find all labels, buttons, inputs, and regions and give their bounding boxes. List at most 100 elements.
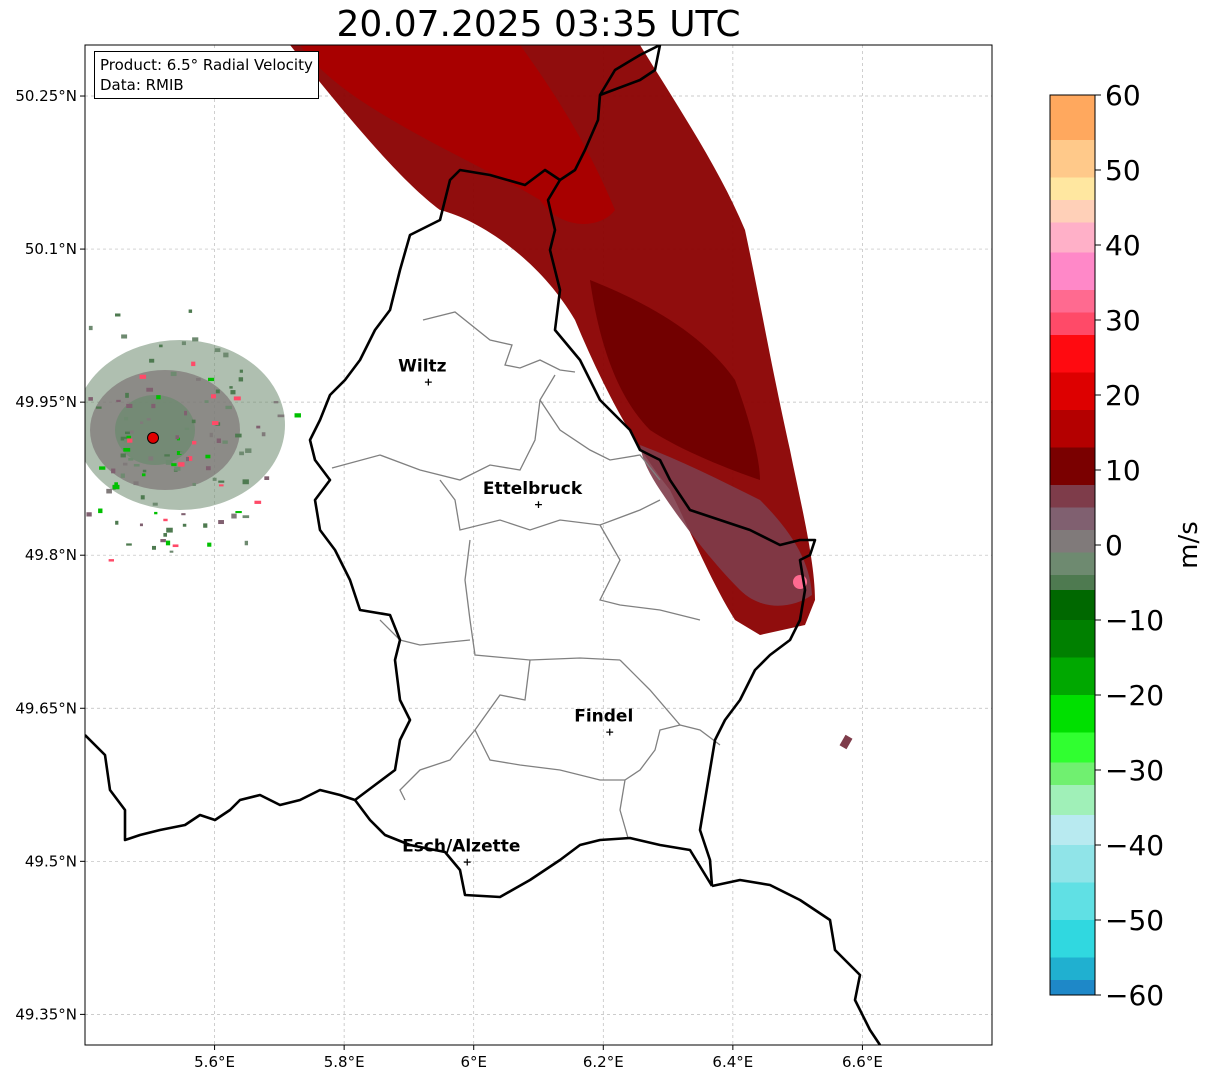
clutter-speck (98, 508, 103, 514)
colorbar-band-7 (1050, 312, 1095, 336)
colorbar-band-24 (1050, 815, 1095, 846)
canton-border-diekirch (439, 479, 661, 531)
clutter-speck (172, 544, 179, 548)
canton-border-redange (379, 619, 471, 646)
clutter-speck (223, 352, 229, 358)
product-label: Product: 6.5° Radial Velocity (100, 56, 313, 74)
city-name: Wiltz (398, 357, 447, 377)
x-tick-label-1: 5.8°E (324, 1053, 365, 1071)
product-info-box: Product: 6.5° Radial Velocity Data: RMIB (94, 51, 319, 99)
colorbar-band-8 (1050, 335, 1095, 373)
clutter-speck (60, 389, 65, 391)
clutter-speck (184, 427, 190, 430)
clutter-speck (140, 495, 145, 500)
clutter-speck (209, 432, 213, 438)
colorbar-tick-label-6: 0 (1105, 529, 1123, 562)
canton-borders (331, 311, 721, 839)
clutter-speck (239, 451, 244, 456)
colorbar-band-19 (1050, 657, 1095, 696)
clutter-speck (229, 386, 233, 389)
city-name: Ettelbruck (483, 479, 583, 499)
clutter-speck (111, 468, 116, 474)
clutter-speck (256, 425, 261, 429)
clutter-speck (133, 481, 139, 486)
latitude-axis: 50.25°N 50.1°N 49.95°N 49.8°N 49.65°N 49.5°N 4… (15, 87, 85, 1023)
clutter-speck (146, 387, 154, 392)
clutter-speck (160, 539, 166, 543)
clutter-speck (124, 416, 129, 421)
clutter-speck (142, 469, 147, 473)
y-tick-label-0: 50.25°N (15, 87, 77, 105)
colorbar-band-13 (1050, 507, 1095, 531)
y-tick-label-4: 49.65°N (15, 699, 77, 717)
clutter-speck (114, 482, 118, 488)
clutter-speck (139, 374, 147, 379)
canton-border-mersch (464, 539, 621, 661)
colorbar-tick-label-7: −10 (1105, 604, 1164, 637)
clutter-speck (108, 559, 114, 562)
colorbar-band-15 (1050, 552, 1095, 576)
clutter-speck (151, 545, 157, 550)
colorbar-tick-label-11: −50 (1105, 904, 1164, 937)
clutter-speck (216, 438, 221, 443)
clutter-speck (14, 482, 18, 485)
clutter-speck (204, 400, 209, 403)
clutter-speck (208, 377, 215, 382)
clutter-speck (254, 500, 262, 504)
x-tick-label-3: 6.2°E (583, 1053, 624, 1071)
colorbar-band-1 (1050, 140, 1095, 178)
city-marker: + (534, 498, 543, 511)
city-marker: + (605, 726, 614, 739)
clutter-speck (57, 443, 60, 446)
clutter-speck (230, 390, 236, 395)
clutter-speck (165, 540, 171, 546)
clutter-speck (181, 341, 186, 346)
canton-border-echternach (599, 524, 701, 621)
colorbar-band-12 (1050, 485, 1095, 508)
clutter-speck (261, 432, 266, 437)
national-borders (85, 45, 882, 1045)
colorbar-band-17 (1050, 590, 1095, 621)
clutter-speck (96, 406, 102, 409)
clutter-speck (218, 480, 225, 483)
storm-echo-core (590, 280, 760, 480)
colorbar-band-6 (1050, 290, 1095, 313)
clutter-speck (214, 348, 221, 353)
border-france-germany (711, 878, 882, 1045)
x-tick-label-2: 6°E (460, 1053, 487, 1071)
colorbar-band-21 (1050, 732, 1095, 763)
clutter-speck (273, 401, 279, 404)
x-tick-label-0: 5.6°E (194, 1053, 235, 1071)
clutter-speck (88, 397, 93, 401)
clutter-speck (231, 513, 237, 519)
canton-border-capellen (399, 659, 531, 801)
clutter-speck (152, 502, 158, 506)
clutter-speck (120, 436, 128, 441)
city-0: +Wiltz (398, 357, 447, 389)
colorbar-band-23 (1050, 785, 1095, 816)
clutter-speck (49, 507, 53, 510)
clutter-speck (121, 334, 128, 339)
border-belgium-france (85, 734, 356, 842)
clutter-speck (222, 440, 228, 444)
colorbar-band-14 (1050, 530, 1095, 553)
y-tick-label-1: 50.1°N (25, 240, 77, 258)
clutter-speck (48, 437, 52, 442)
border-luxembourg-france (353, 799, 714, 899)
clutter-speck (39, 469, 43, 474)
colorbar-band-0 (1050, 95, 1095, 141)
clutter-speck (120, 473, 125, 478)
canton-border-grevenmacher (619, 659, 682, 839)
clutter-speck (238, 377, 244, 382)
clutter-speck (212, 477, 217, 481)
clutter-speck (140, 421, 144, 425)
city-2: +Findel (574, 707, 633, 739)
colorbar-band-25 (1050, 845, 1095, 883)
colorbar-band-2 (1050, 177, 1095, 201)
clutter-speck (125, 392, 129, 398)
clutter-speck (106, 488, 112, 494)
clutter-speck (187, 456, 193, 461)
canton-border-wiltz-clervaux (331, 374, 556, 481)
colorbar-tick-label-0: 60 (1105, 79, 1141, 112)
